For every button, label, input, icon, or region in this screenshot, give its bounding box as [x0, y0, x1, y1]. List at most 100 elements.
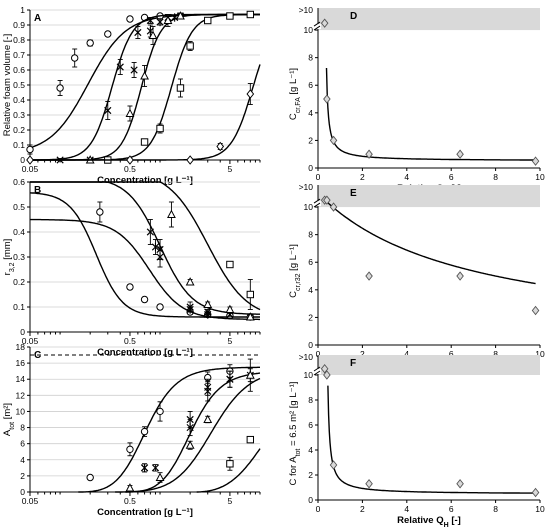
- data-point-cross: [104, 106, 112, 115]
- series-circle: [29, 192, 260, 321]
- fit-curve: [325, 67, 536, 161]
- panel-label: A: [34, 13, 41, 24]
- data-point-diamond: [26, 155, 34, 165]
- y-axis-label-main: C: [288, 291, 299, 298]
- marker-stroke: [104, 106, 112, 115]
- data-point-star: [204, 310, 212, 319]
- y-axis-label-sub: tot: [9, 422, 16, 430]
- axis-break-gap: [315, 24, 321, 30]
- data-point-circle: [86, 39, 94, 47]
- marker-stroke: [116, 63, 124, 71]
- data-point-diamond: [365, 479, 373, 489]
- series-square: [196, 435, 261, 493]
- y-tick-label: 10: [304, 25, 314, 35]
- x-tick-label: 10: [535, 349, 545, 359]
- x-tick-label: 4: [404, 504, 409, 514]
- data-point-square: [204, 16, 212, 25]
- data-point-diamond: [531, 156, 540, 166]
- series-circle: [78, 364, 260, 493]
- data-point-star: [156, 252, 164, 262]
- data-point-circle: [86, 473, 94, 482]
- data-point-triangle: [148, 30, 158, 39]
- y-tick-label: 2: [308, 312, 313, 322]
- x-axis-label: Concentration [g L⁻¹]: [97, 507, 193, 518]
- y-tick-label: 10: [304, 202, 314, 212]
- data-point-diamond: [329, 460, 338, 470]
- y-tick-label: 0.2: [13, 277, 25, 287]
- y-tick-label: 1: [20, 5, 25, 15]
- y-tick-label: 10: [16, 406, 26, 416]
- fit-curve: [115, 377, 261, 493]
- data-point-square: [226, 260, 234, 269]
- data-point-cross: [146, 16, 154, 25]
- data-point-cross: [151, 464, 160, 472]
- data-point-star: [140, 463, 149, 473]
- data-point-cross: [134, 28, 142, 37]
- data-point-circle: [96, 208, 104, 216]
- data-point-diamond: [320, 18, 329, 28]
- data-point-diamond: [323, 195, 331, 205]
- y-tick-label: 8: [308, 53, 313, 63]
- y-tick-label: 2: [20, 471, 25, 481]
- y-tick-label: 6: [308, 257, 313, 267]
- y-tick-label: 0.5: [13, 202, 25, 212]
- series-star: [140, 370, 234, 473]
- y-tick-label: 16: [16, 358, 26, 368]
- y-tick-label: 4: [308, 108, 313, 118]
- y-tick-label: 2: [308, 470, 313, 480]
- x-tick-label: 5: [228, 496, 233, 506]
- x-tick-label: 4: [404, 349, 409, 359]
- y-axis-label-main: A: [2, 429, 13, 436]
- data-point-circle: [126, 445, 134, 454]
- data-point-star: [130, 65, 138, 75]
- x-tick-label: 4: [404, 172, 409, 182]
- y-tick-label: 0: [20, 155, 25, 165]
- x-tick-label: 0.5: [124, 164, 136, 174]
- x-tick-label: 0.05: [22, 336, 39, 346]
- y-tick-label: 0.2: [13, 125, 25, 135]
- axis-break-gap: [315, 369, 321, 374]
- fit-curve: [125, 372, 261, 493]
- data-point-diamond: [456, 149, 464, 159]
- x-tick-label: 5: [228, 336, 233, 346]
- y-axis-label-main: C: [288, 113, 299, 120]
- panel-label: E: [350, 188, 357, 199]
- data-point-triangle: [125, 108, 135, 117]
- data-point-triangle: [163, 15, 173, 24]
- y-tick-label: 2: [308, 135, 313, 145]
- data-point-star: [186, 305, 194, 314]
- panel-label: F: [350, 358, 356, 369]
- x-axis-label: Relative QH [-]: [397, 515, 461, 529]
- y-tick-label: 0.9: [13, 20, 25, 30]
- y-tick-label: 6: [308, 80, 313, 90]
- x-tick-label: 0: [316, 504, 321, 514]
- y-axis-label: C for Atot = 6.5 m² [g L⁻¹]: [288, 382, 302, 486]
- data-point-triangle: [140, 71, 149, 80]
- data-point-diamond: [323, 370, 331, 380]
- y-tick-label: 0: [20, 487, 25, 497]
- axis-break: [313, 366, 321, 376]
- y-tick-label: 0.4: [13, 95, 25, 105]
- data-point-square: [226, 460, 234, 468]
- data-point-triangle: [245, 312, 255, 321]
- y-tick-label: 0: [308, 340, 313, 350]
- overflow-label: >10: [299, 5, 314, 15]
- data-point-star: [226, 375, 234, 384]
- fit-curve: [30, 13, 260, 161]
- x-tick-label: 2: [360, 172, 365, 182]
- data-point-diamond: [329, 135, 338, 146]
- data-point-diamond: [320, 364, 329, 374]
- x-axis-label-unit: [-]: [449, 515, 461, 526]
- x-tick-label: 0.5: [124, 336, 136, 346]
- data-point-triangle: [203, 414, 213, 423]
- x-tick-label: 0.5: [124, 496, 136, 506]
- x-tick-label: 6: [449, 504, 454, 514]
- overflow-label: >10: [299, 352, 314, 362]
- series-triangle: [30, 181, 260, 321]
- y-tick-label: 0.3: [13, 252, 25, 262]
- overflow-band: [318, 8, 540, 31]
- series-square: [30, 10, 260, 164]
- fit-curve: [324, 199, 536, 285]
